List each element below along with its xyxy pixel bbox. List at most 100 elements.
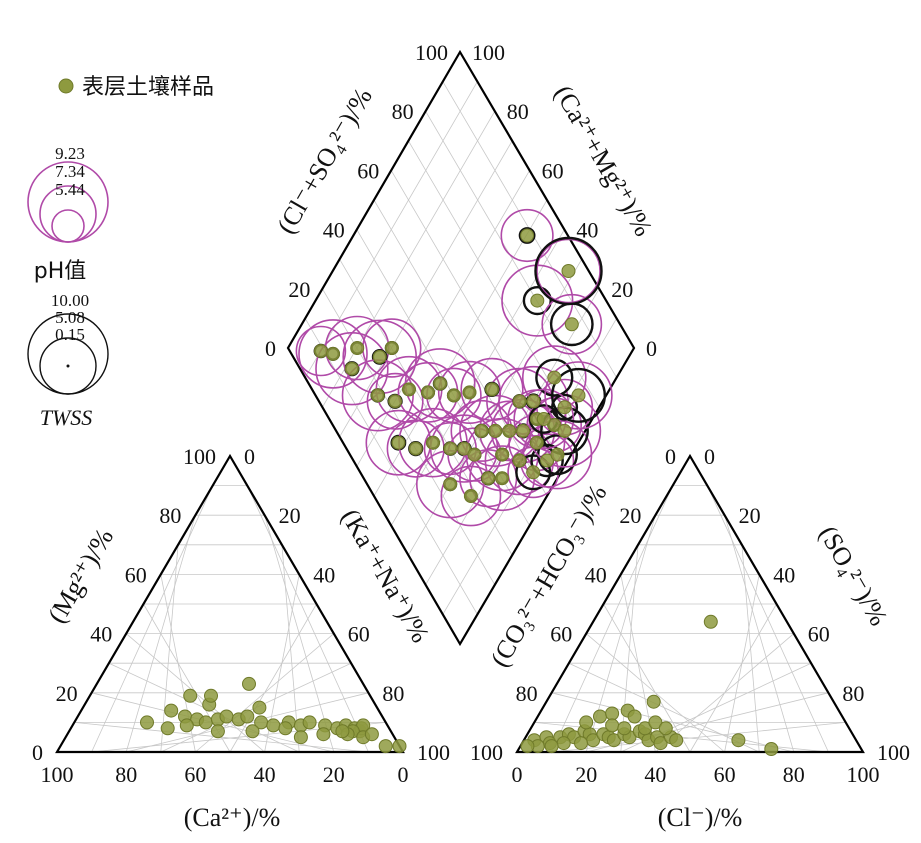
anion-point xyxy=(669,733,684,748)
diamond-left-tick-label: 0 xyxy=(265,336,276,361)
anion-left-tick-label: 60 xyxy=(550,622,572,647)
cation-right-tick-label: 60 xyxy=(348,622,370,647)
diamond-point xyxy=(495,471,510,486)
cation-point xyxy=(183,688,198,703)
legend-twss-level-1: 10.00 xyxy=(51,291,89,310)
cation-x-title: (Ca²⁺)/% xyxy=(184,803,281,832)
diamond-point xyxy=(344,361,359,376)
anion-triangle-grid-a xyxy=(568,662,760,753)
diamond-grid-a xyxy=(356,170,530,467)
cation-left-tick-label: 0 xyxy=(32,740,43,765)
cation-left-title: (Mg²⁺)/% xyxy=(42,524,119,628)
diamond-frame xyxy=(286,49,636,647)
anion-point xyxy=(653,736,668,751)
diamond-point xyxy=(426,435,440,450)
legend-twss-level-3: 0.15 xyxy=(55,325,85,344)
diamond-grid-b xyxy=(425,110,600,408)
cation-point xyxy=(204,688,218,703)
anion-point xyxy=(648,715,663,730)
anion-point xyxy=(646,694,661,709)
legend-sample-marker xyxy=(58,78,74,94)
anion-triangle-grid-b xyxy=(706,485,829,753)
diamond-twss-circle xyxy=(535,358,574,397)
diamond-twss-circle xyxy=(518,227,536,244)
anion-right-tick-label: 40 xyxy=(773,562,795,587)
diamond-ph-circle xyxy=(536,238,601,304)
cation-triangle-frame xyxy=(55,453,405,754)
anion-left-tick-label: 0 xyxy=(665,444,676,469)
cation-point xyxy=(242,676,256,691)
anion-bottom-tick-label: 0 xyxy=(512,762,523,787)
legend-ph-circle-small xyxy=(51,209,85,243)
cation-point xyxy=(210,724,225,739)
point-layer xyxy=(140,228,779,756)
grid-layer xyxy=(74,81,846,753)
cation-right-tick-label: 0 xyxy=(244,444,255,469)
anion-triangle-grid-b xyxy=(724,515,795,753)
anion-right-tick-label: 80 xyxy=(842,681,864,706)
diamond-right-tick-label: 100 xyxy=(472,40,505,65)
diamond-point xyxy=(571,388,586,403)
cation-bottom-tick-label: 20 xyxy=(323,762,345,787)
diamond-twss-circle xyxy=(534,236,603,306)
cation-left-tick-label: 20 xyxy=(56,681,78,706)
cation-point xyxy=(198,715,213,730)
anion-point xyxy=(544,739,559,754)
cation-left-tick-label: 40 xyxy=(90,622,112,647)
legend-twss-title: TWSS xyxy=(40,405,93,430)
anion-point xyxy=(593,709,607,724)
anion-point xyxy=(520,739,535,754)
diamond-ph-circle xyxy=(541,293,603,355)
diamond-point xyxy=(463,489,478,503)
anion-triangle-grid-b xyxy=(741,544,760,753)
anion-point xyxy=(556,736,571,751)
cation-triangle-grid-b xyxy=(264,515,335,753)
diamond-point xyxy=(540,453,555,468)
cation-bottom-tick-label: 80 xyxy=(115,762,137,787)
diamond-twss-circle xyxy=(551,367,607,423)
cation-left-tick-label: 100 xyxy=(183,444,216,469)
diamond-point xyxy=(529,435,544,450)
diamond-point xyxy=(547,418,562,432)
diamond-point xyxy=(557,423,572,438)
diamond-point xyxy=(526,394,541,409)
cation-bottom-tick-label: 100 xyxy=(41,762,74,787)
diamond-point xyxy=(485,382,499,397)
anion-triangle-grid-b xyxy=(689,603,777,753)
cation-point xyxy=(293,730,308,745)
diamond-left-tick-label: 60 xyxy=(357,158,379,183)
cation-right-tick-label: 100 xyxy=(417,740,450,765)
diamond-point xyxy=(561,264,576,278)
diamond-point xyxy=(372,349,387,364)
diamond-point xyxy=(313,344,328,358)
cation-triangle-grid-b xyxy=(281,544,300,753)
anion-left-tick-label: 40 xyxy=(585,562,607,587)
diamond-ph-circle xyxy=(460,357,524,422)
anion-point xyxy=(731,733,746,748)
diamond-point xyxy=(550,447,565,462)
cation-point xyxy=(219,709,234,724)
anion-triangle-grid-a xyxy=(585,633,725,753)
diamond-right-tick-label: 40 xyxy=(576,218,598,243)
cation-point xyxy=(302,715,317,730)
diamond-left-tick-label: 40 xyxy=(323,218,345,243)
diamond-point xyxy=(536,412,551,426)
diamond-point xyxy=(495,447,510,462)
cation-point xyxy=(252,700,267,715)
anion-triangle-grid-b xyxy=(724,574,760,753)
diamond-point xyxy=(488,423,503,438)
anion-bottom-tick-label: 40 xyxy=(644,762,666,787)
diamond-point xyxy=(516,423,530,438)
diamond-point xyxy=(462,385,477,400)
anion-left-tick-label: 20 xyxy=(619,503,641,528)
cation-bottom-tick-label: 60 xyxy=(184,762,206,787)
cation-point xyxy=(335,724,350,739)
cation-point xyxy=(240,709,255,724)
anion-point xyxy=(627,709,642,724)
cation-right-tick-label: 40 xyxy=(313,562,335,587)
legend-twss-circle-small xyxy=(66,364,70,368)
cation-point xyxy=(179,718,194,733)
anion-bottom-tick-label: 100 xyxy=(847,762,880,787)
diamond-point xyxy=(502,423,517,438)
